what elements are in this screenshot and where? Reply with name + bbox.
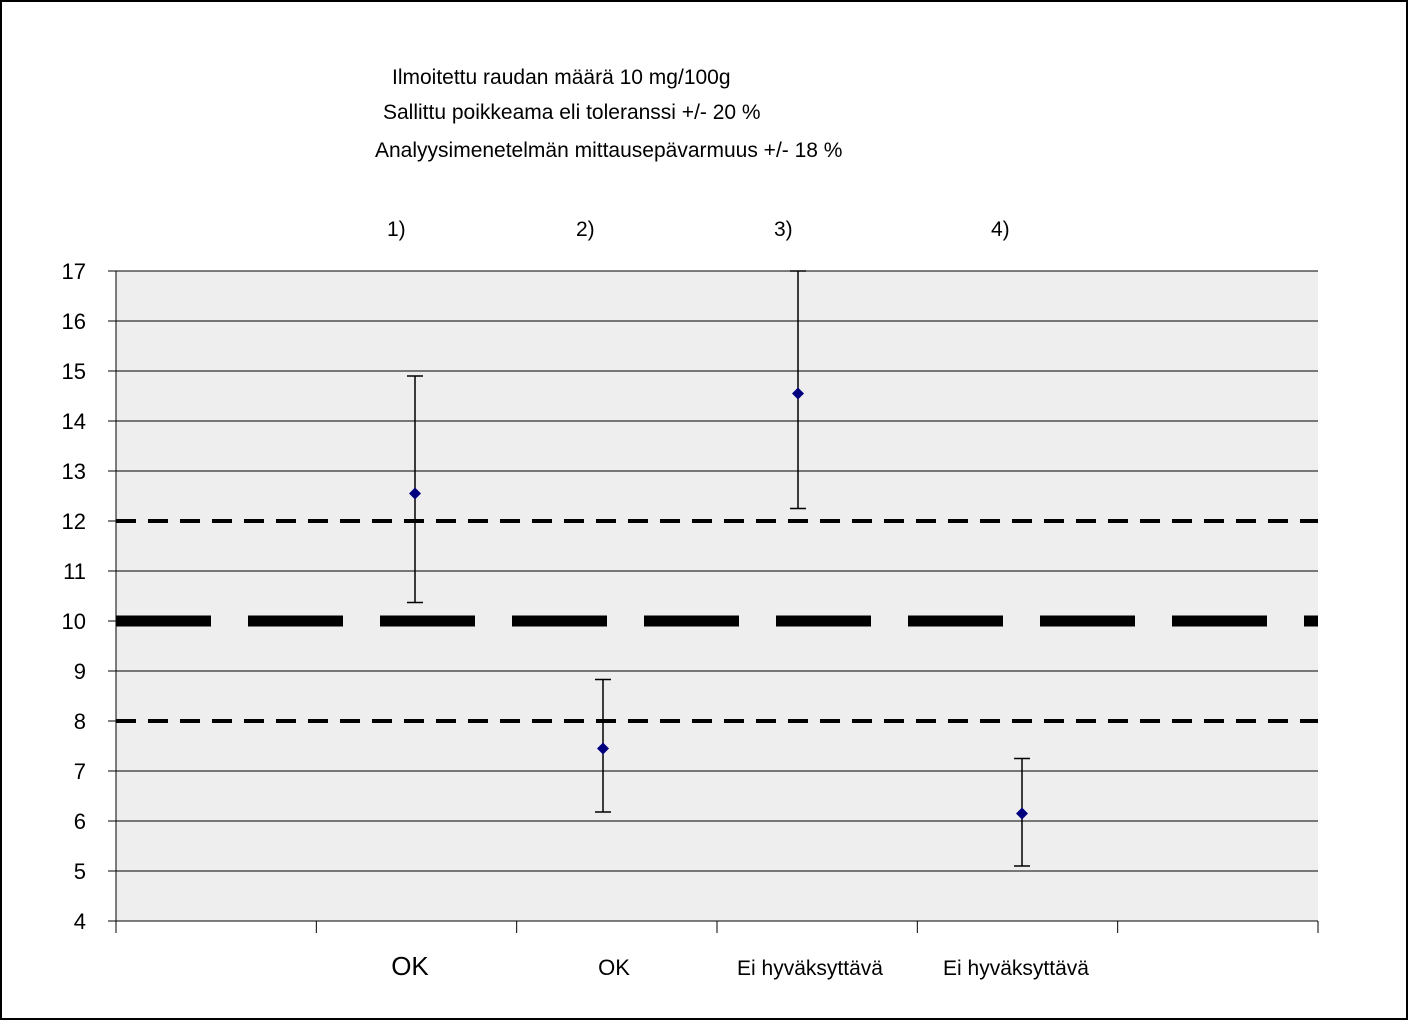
y-tick-label: 6 xyxy=(74,809,86,834)
plot-area xyxy=(116,271,1318,921)
y-tick-label: 10 xyxy=(62,609,86,634)
verdict-label: Ei hyväksyttävä xyxy=(943,957,1089,980)
y-tick-label: 13 xyxy=(62,459,86,484)
sample-label: 3) xyxy=(774,218,793,241)
y-tick-label: 9 xyxy=(74,659,86,684)
y-tick-label: 15 xyxy=(62,359,86,384)
chart-header: Ilmoitettu raudan määrä 10 mg/100g Salli… xyxy=(375,66,842,162)
y-tick-label: 5 xyxy=(74,859,86,884)
y-tick-labels: 4 5 6 7 8 9 10 11 12 13 14 15 16 17 xyxy=(62,259,86,934)
sample-label: 1) xyxy=(387,218,406,241)
verdict-label: OK xyxy=(391,951,429,981)
y-tick-label: 12 xyxy=(62,509,86,534)
gridlines xyxy=(116,270,1318,872)
sample-labels: 1) 2) 3) 4) xyxy=(387,218,1010,241)
header-line-3: Analyysimenetelmän mittausepävarmuus +/-… xyxy=(375,139,842,162)
sample-label: 2) xyxy=(576,218,595,241)
header-line-1: Ilmoitettu raudan määrä 10 mg/100g xyxy=(392,66,731,89)
y-tick-label: 4 xyxy=(74,909,86,934)
y-tick-label: 14 xyxy=(62,409,86,434)
y-tick-label: 7 xyxy=(74,759,86,784)
axes xyxy=(108,270,1319,933)
y-tick-label: 8 xyxy=(74,709,86,734)
header-line-2: Sallittu poikkeama eli toleranssi +/- 20… xyxy=(383,101,761,124)
reference-lines xyxy=(116,519,1318,723)
verdict-label: OK xyxy=(598,955,630,980)
data-point xyxy=(597,742,609,755)
verdict-label: Ei hyväksyttävä xyxy=(737,957,883,980)
data-point xyxy=(409,487,421,500)
data-point xyxy=(1016,807,1028,820)
data-point xyxy=(792,387,804,400)
y-tick-label: 11 xyxy=(63,559,86,584)
y-tick-label: 16 xyxy=(62,309,86,334)
data-points xyxy=(409,387,1028,820)
sample-label: 4) xyxy=(991,218,1010,241)
y-tick-label: 17 xyxy=(62,259,86,284)
verdict-labels: OK OK Ei hyväksyttävä Ei hyväksyttävä xyxy=(391,951,1089,981)
